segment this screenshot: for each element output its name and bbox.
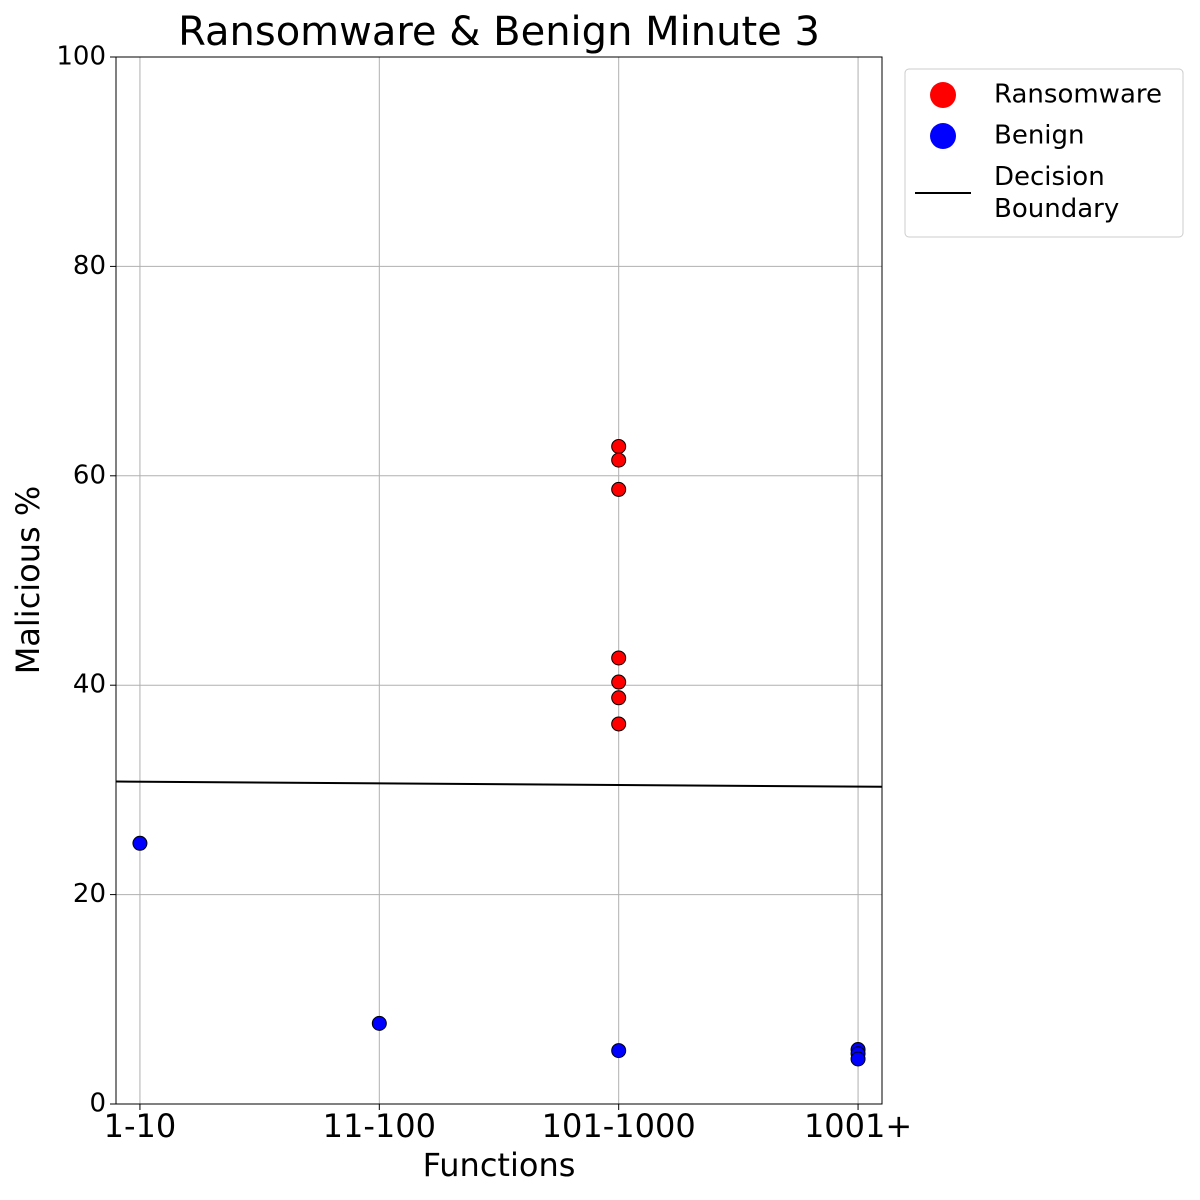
x-tick-label: 101-1000 (542, 1107, 696, 1145)
y-tick-label: 0 (89, 1089, 106, 1119)
scatter-point (850, 1051, 866, 1067)
scatter-point (611, 650, 627, 666)
legend-frame (904, 68, 1184, 238)
legend: Ransomware Benign Decision Boundary (904, 68, 1184, 238)
legend-label: Benign (994, 121, 1085, 151)
scatter-point (611, 438, 627, 454)
legend-label: Ransomware (994, 80, 1162, 110)
scatter-point (611, 716, 627, 732)
scatter-point (611, 690, 627, 706)
legend-marker (930, 123, 956, 149)
y-tick-label: 100 (56, 42, 106, 72)
decision-boundary (115, 780, 883, 788)
y-axis-label: Malicious % (9, 486, 47, 675)
scatter-point (611, 452, 627, 468)
legend-label: Decision Boundary (994, 162, 1119, 224)
x-tick-label: 11-100 (323, 1107, 436, 1145)
y-tick-label: 60 (73, 460, 106, 490)
scatter-point (611, 1043, 627, 1059)
y-tick-label: 40 (73, 670, 106, 700)
legend-marker (930, 82, 956, 108)
y-tick-label: 20 (73, 879, 106, 909)
scatter-point (611, 674, 627, 690)
chart-title: Ransomware & Benign Minute 3 (178, 9, 820, 55)
x-tick-label: 1-10 (104, 1107, 177, 1145)
scatter-point (611, 481, 627, 497)
plot-frame (115, 56, 883, 1105)
scatter-point (371, 1015, 387, 1031)
y-tick-label: 80 (73, 251, 106, 281)
x-axis-label: Functions (423, 1146, 576, 1184)
x-tick-label: 1001+ (804, 1107, 912, 1145)
scatter-point (132, 835, 148, 851)
